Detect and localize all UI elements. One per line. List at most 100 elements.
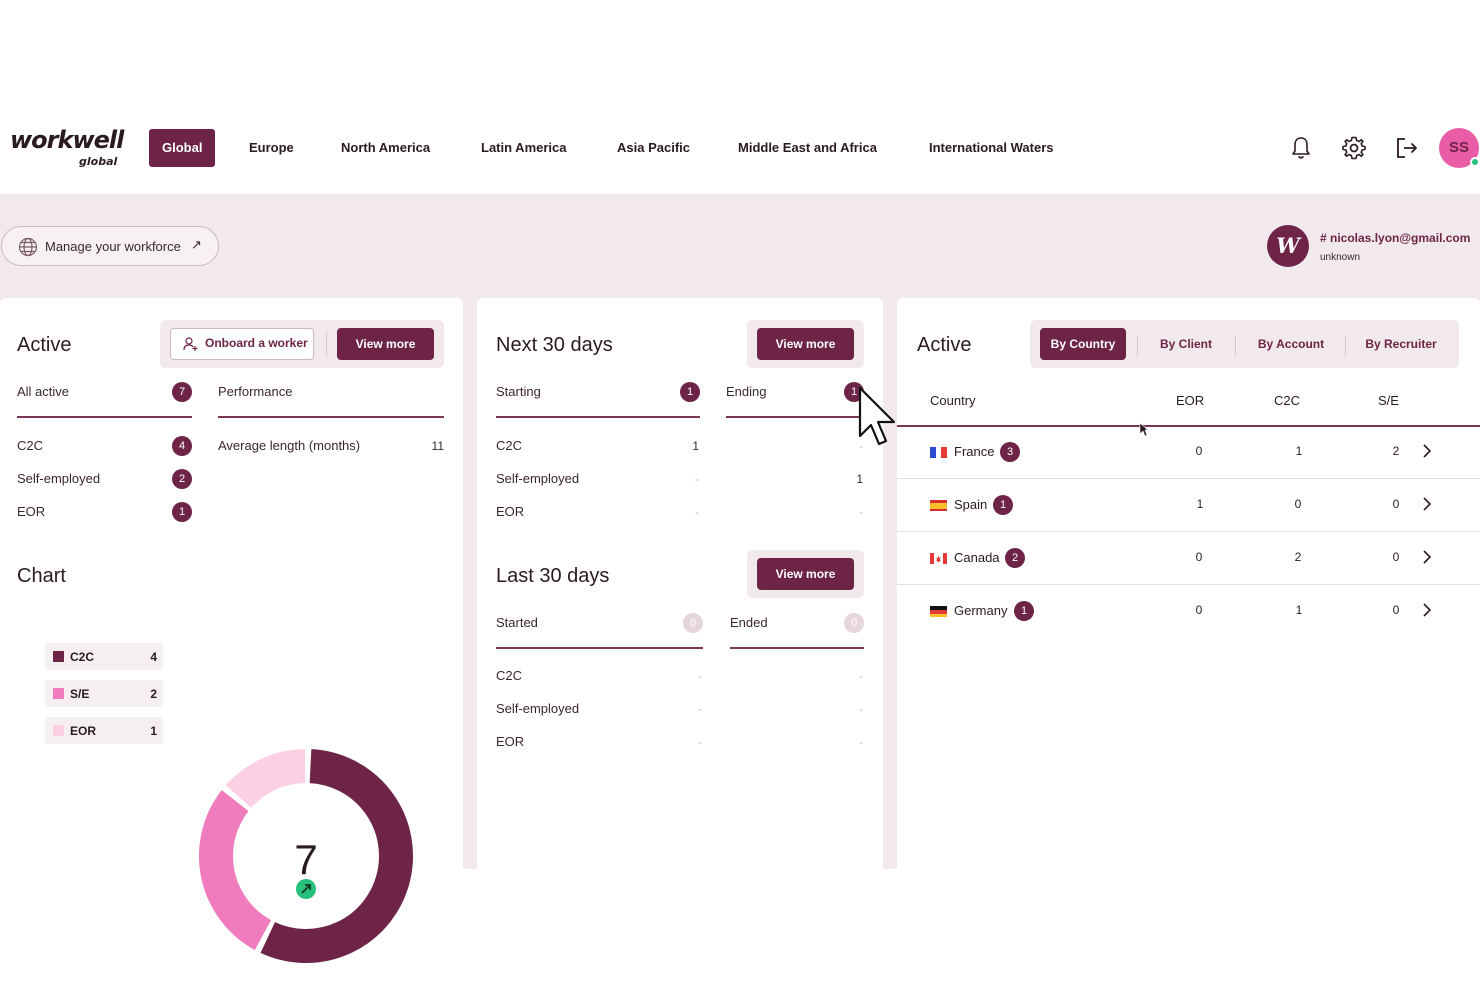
last-self-employed-end: - — [859, 702, 863, 716]
next-view-more-button[interactable]: View more — [757, 328, 854, 360]
ended-label: Ended — [730, 615, 768, 630]
onboard-worker-button[interactable]: Onboard a worker — [170, 328, 314, 360]
starting-divider — [496, 416, 700, 418]
legend-swatch — [53, 688, 64, 699]
online-status-dot — [1470, 157, 1480, 167]
spain-flag-icon — [930, 499, 947, 511]
chart-title: Chart — [17, 565, 66, 587]
chevron-right-icon[interactable] — [1419, 440, 1435, 462]
dashboard: Manage your workforce ↗ W # nicolas.lyon… — [0, 194, 1480, 963]
legend-item-c2c: C2C 4 — [45, 643, 163, 670]
legend-item-eor: EOR 1 — [45, 717, 163, 744]
last-eor-label: EOR — [496, 734, 525, 749]
canada-flag-icon — [930, 552, 947, 564]
legend-item-se: S/E 2 — [45, 680, 163, 707]
column-header-eor[interactable]: EOR — [1176, 393, 1205, 408]
tab-by-country[interactable]: By Country — [1040, 328, 1126, 360]
globe-icon — [18, 237, 38, 257]
logo-subtitle: global — [79, 155, 118, 168]
tab-by-recruiter[interactable]: By Recruiter — [1365, 337, 1437, 351]
se-value: 0 — [1392, 603, 1400, 617]
nav-tab-latin-america[interactable]: Latin America — [481, 140, 567, 155]
nav-tab-global[interactable]: Global — [149, 129, 216, 167]
last-eor-start: - — [698, 735, 702, 749]
started-divider — [496, 647, 703, 649]
next-c2c-end: - — [859, 439, 863, 453]
country-row-germany[interactable]: Germany 1 0 1 0 — [897, 586, 1480, 638]
avatar-initials: SS — [1448, 139, 1469, 156]
active-card-actions: Onboard a worker View more — [160, 320, 444, 368]
starting-count-badge: 1 — [680, 382, 700, 402]
tab-by-account[interactable]: By Account — [1257, 337, 1325, 351]
last-view-more-button[interactable]: View more — [757, 558, 854, 590]
c2c-value: 0 — [1294, 497, 1302, 511]
active-eor-label: EOR — [17, 504, 46, 519]
donut-slice-eor — [225, 749, 306, 809]
mouse-pointer-icon — [858, 386, 896, 446]
column-header-c2c[interactable]: C2C — [1274, 393, 1301, 408]
nav-tab-europe[interactable]: Europe — [249, 140, 294, 155]
table-header-divider — [897, 425, 1480, 427]
bell-icon[interactable] — [1287, 134, 1315, 162]
eor-value: 0 — [1195, 550, 1203, 564]
last-c2c-label: C2C — [496, 668, 523, 683]
c2c-value: 1 — [1295, 444, 1303, 458]
country-count-badge: 3 — [1000, 442, 1020, 462]
nav-tab-asia-pacific[interactable]: Asia Pacific — [617, 140, 690, 155]
workwell-logo[interactable]: workwell global — [10, 126, 130, 170]
user-avatar[interactable]: SS — [1439, 128, 1480, 168]
france-flag-icon — [930, 446, 947, 458]
nav-tab-middle-east-africa[interactable]: Middle East and Africa — [738, 140, 877, 155]
donut-slice-s-e — [199, 790, 272, 950]
next-30-days-title: Next 30 days — [496, 334, 613, 356]
active-eor-badge: 1 — [172, 502, 192, 522]
country-row-canada[interactable]: Canada 2 0 2 0 — [897, 533, 1480, 585]
country-row-france[interactable]: France 3 0 1 2 — [897, 427, 1480, 479]
c2c-value: 2 — [1294, 550, 1302, 564]
column-header-se[interactable]: S/E — [1378, 393, 1399, 408]
country-row-spain[interactable]: Spain 1 1 0 0 — [897, 480, 1480, 532]
legend-swatch — [53, 725, 64, 736]
next-self-employed-start: - — [695, 472, 699, 486]
ending-divider — [726, 416, 864, 418]
country-name: France — [954, 444, 995, 459]
active-card-title: Active — [17, 334, 72, 356]
started-label: Started — [496, 615, 538, 630]
manage-workforce-button[interactable]: Manage your workforce ↗ — [1, 226, 219, 266]
country-name: Canada — [954, 550, 1000, 565]
chevron-right-icon[interactable] — [1419, 599, 1435, 621]
performance-divider — [218, 416, 444, 418]
last-actions: View more — [747, 550, 864, 598]
nav-tab-north-america[interactable]: North America — [341, 140, 431, 155]
small-mouse-pointer-icon — [1139, 422, 1149, 437]
period-card: Next 30 days View more Starting 1 Ending… — [477, 298, 883, 869]
avg-length-value: 11 — [431, 439, 444, 453]
all-active-divider — [17, 416, 192, 418]
started-count-badge: 0 — [683, 613, 703, 633]
chevron-right-icon[interactable] — [1419, 546, 1435, 568]
active-view-more-button[interactable]: View more — [337, 328, 434, 360]
country-count-badge: 2 — [1005, 548, 1025, 568]
se-value: 0 — [1392, 550, 1400, 564]
tab-by-client[interactable]: By Client — [1159, 337, 1212, 351]
logout-icon[interactable] — [1393, 134, 1421, 162]
user-email: # nicolas.lyon@gmail.com — [1320, 231, 1471, 245]
donut-chart: 7 — [199, 749, 413, 963]
grouping-tabs: By Country By Client By Account By Recru… — [1030, 320, 1459, 368]
chevron-right-icon[interactable] — [1419, 493, 1435, 515]
country-count-badge: 1 — [1014, 601, 1034, 621]
nav-tab-international-waters[interactable]: International Waters — [929, 140, 1054, 155]
eor-value: 0 — [1195, 603, 1203, 617]
account-logo-badge: W — [1267, 225, 1309, 267]
country-name: Spain — [954, 497, 988, 512]
se-value: 0 — [1392, 497, 1400, 511]
country-count-badge: 1 — [993, 495, 1013, 515]
logo-wordmark: workwell — [10, 126, 124, 154]
all-active-count-badge: 7 — [172, 382, 192, 402]
country-card-title: Active — [917, 334, 972, 356]
gear-icon[interactable] — [1340, 134, 1368, 162]
legend-name: EOR — [70, 724, 97, 738]
add-person-icon — [183, 337, 198, 351]
column-header-country[interactable]: Country — [930, 393, 976, 408]
active-workers-card: Active Onboard a worker View more All ac… — [0, 298, 463, 963]
